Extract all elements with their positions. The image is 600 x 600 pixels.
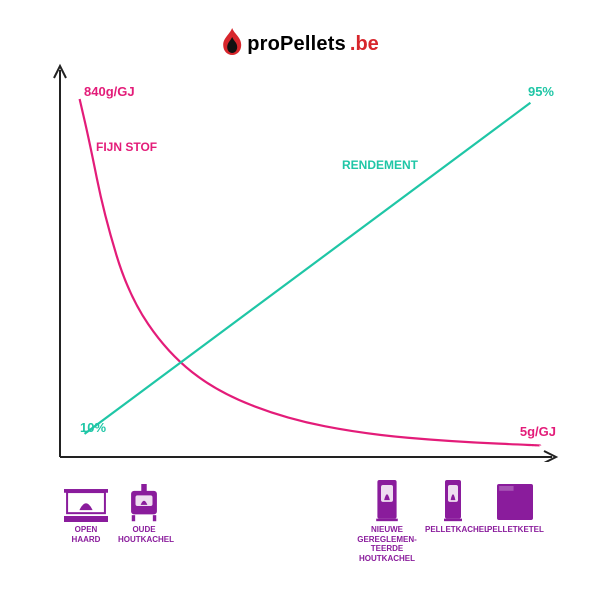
x-icon-pelletkachel: PELLETKACHEL — [425, 480, 481, 535]
logo: proPellets.be — [221, 28, 379, 56]
boiler-icon — [487, 482, 543, 522]
fijnstof-end-value: 5g/GJ — [520, 424, 556, 439]
x-icon-pelletketel: PELLETKETEL — [487, 482, 543, 535]
axes — [54, 66, 556, 462]
rendement-series-label: RENDEMENT — [342, 158, 418, 172]
logo-text-pro: proPellets — [247, 33, 346, 56]
x-icon-nieuwe_houtkachel: NIEUWEGEREGLEMEN-TEERDEHOUTKACHEL — [355, 480, 419, 563]
old_stove-icon — [118, 484, 170, 522]
logo-text-be: .be — [350, 33, 379, 56]
fijnstof-start-value: 840g/GJ — [84, 84, 135, 99]
x-axis-icons: OPEN HAARD OUDEHOUTKACHEL NIEUWEGEREGLEM… — [0, 478, 600, 588]
x-icon-label: OPEN HAARD — [62, 525, 110, 544]
fijnstof-series-label: FIJN STOF — [96, 140, 157, 154]
x-icon-label: NIEUWEGEREGLEMEN-TEERDEHOUTKACHEL — [355, 525, 419, 563]
pellet_stove-icon — [355, 480, 419, 522]
x-icon-label: PELLETKACHEL — [425, 525, 481, 535]
fireplace-icon — [62, 488, 110, 522]
chart-svg — [50, 62, 560, 462]
x-icon-label: OUDEHOUTKACHEL — [118, 525, 170, 544]
chart-area: 840g/GJ FIJN STOF 5g/GJ 95% RENDEMENT 10… — [50, 62, 560, 462]
x-icon-open_haard: OPEN HAARD — [62, 488, 110, 544]
rendement-end-value: 95% — [528, 84, 554, 99]
x-icon-oude_houtkachel: OUDEHOUTKACHEL — [118, 484, 170, 544]
rendement-start-value: 10% — [80, 420, 106, 435]
pellet_stove2-icon — [425, 480, 481, 522]
chart-canvas: proPellets.be 840g/GJ FIJN STOF 5g/GJ 95… — [0, 0, 600, 600]
x-icon-label: PELLETKETEL — [487, 525, 543, 535]
flame-icon — [221, 28, 243, 56]
